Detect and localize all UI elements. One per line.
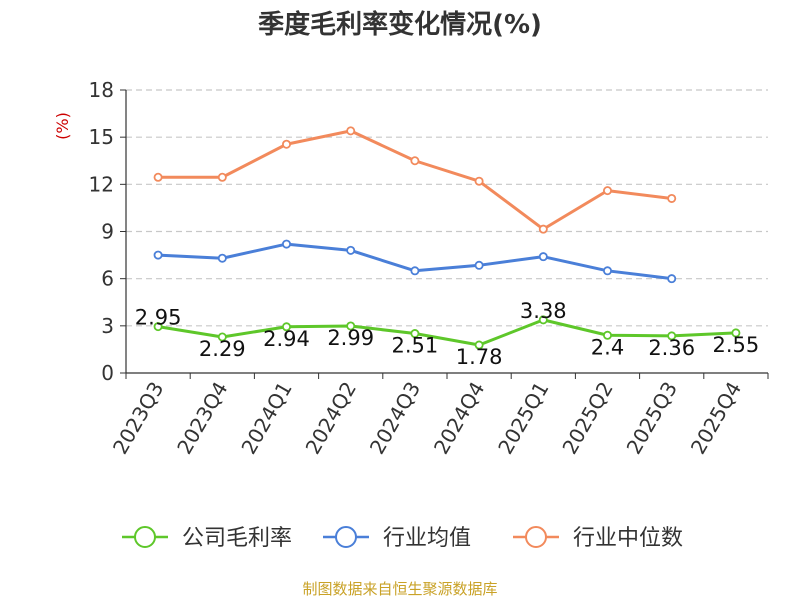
data-point bbox=[410, 156, 420, 166]
x-tick-label: 2024Q3 bbox=[365, 378, 425, 459]
series-line bbox=[158, 129, 672, 231]
data-label: 2.29 bbox=[199, 337, 246, 361]
data-label: 3.38 bbox=[520, 299, 567, 323]
grid bbox=[126, 89, 768, 327]
y-tick-label: 6 bbox=[101, 267, 114, 291]
y-tick-label: 9 bbox=[101, 220, 114, 244]
data-label: 2.4 bbox=[591, 335, 624, 359]
data-point bbox=[667, 331, 677, 341]
data-point bbox=[603, 266, 613, 276]
data-label: 2.95 bbox=[135, 306, 182, 330]
data-point bbox=[667, 193, 677, 203]
legend-label: 行业中位数 bbox=[573, 526, 683, 551]
y-tick-label: 18 bbox=[89, 78, 114, 102]
data-point bbox=[410, 329, 420, 339]
data-label: 2.55 bbox=[713, 333, 760, 357]
data-point bbox=[153, 172, 163, 182]
data-point bbox=[667, 274, 677, 284]
series-line bbox=[157, 318, 736, 347]
x-tick-label: 2025Q2 bbox=[557, 378, 617, 459]
legend-label: 行业均值 bbox=[383, 526, 471, 551]
y-axis-label: (%) bbox=[53, 112, 72, 140]
legend-label: 公司毛利率 bbox=[182, 526, 292, 551]
data-point bbox=[731, 328, 741, 338]
x-tick-label: 2025Q1 bbox=[493, 378, 553, 459]
chart-title: 季度毛利率变化情况(%) bbox=[258, 10, 542, 40]
data-label: 1.78 bbox=[456, 345, 503, 369]
data-point bbox=[281, 139, 291, 149]
data-point bbox=[217, 253, 227, 263]
data-point bbox=[474, 176, 484, 186]
data-label: 2.51 bbox=[392, 334, 439, 358]
data-point bbox=[281, 239, 291, 249]
y-tick-label: 15 bbox=[89, 125, 114, 149]
source-note: 制图数据来自恒生聚源数据库 bbox=[302, 580, 498, 598]
data-point bbox=[538, 224, 548, 234]
data-point bbox=[217, 172, 227, 182]
series bbox=[153, 126, 741, 350]
x-tick-label: 2024Q4 bbox=[429, 377, 489, 458]
x-tick-label: 2024Q2 bbox=[301, 378, 361, 459]
data-point bbox=[538, 315, 548, 325]
legend-marker bbox=[525, 526, 547, 548]
axes: 0 3 6 9 12 15 18 2023Q3 2023Q4 2024Q1 2024Q2 2024Q3… bbox=[89, 78, 769, 459]
legend-marker bbox=[335, 526, 357, 548]
x-tick-label: 2023Q4 bbox=[172, 378, 232, 459]
data-label: 2.99 bbox=[327, 326, 374, 350]
data-point bbox=[346, 245, 356, 255]
data-point bbox=[538, 252, 548, 262]
data-point bbox=[603, 186, 613, 196]
data-label: 2.94 bbox=[263, 327, 310, 351]
x-tick-label: 2025Q4 bbox=[686, 378, 746, 459]
y-tick-label: 0 bbox=[101, 361, 114, 385]
data-point bbox=[153, 322, 163, 332]
x-tick-label: 2025Q3 bbox=[622, 378, 682, 459]
y-tick-label: 12 bbox=[89, 172, 114, 196]
data-point bbox=[603, 330, 613, 340]
x-tick-label: 2023Q3 bbox=[108, 378, 168, 459]
data-point bbox=[217, 332, 227, 342]
data-point bbox=[474, 260, 484, 270]
legend: 公司毛利率 行业均值 行业中位数 bbox=[122, 526, 683, 551]
legend-marker bbox=[134, 526, 156, 548]
data-point bbox=[153, 250, 163, 260]
x-tick-label: 2024Q1 bbox=[236, 378, 296, 459]
data-point bbox=[346, 321, 356, 331]
data-label: 2.36 bbox=[648, 336, 695, 360]
data-point bbox=[410, 266, 420, 276]
y-tick-label: 3 bbox=[101, 314, 114, 338]
data-point bbox=[281, 322, 291, 332]
data-point bbox=[474, 340, 484, 350]
data-labels: 2.95 2.29 2.94 2.99 2.51 1.78 3.38 2.4 2.36 2.55 bbox=[135, 299, 760, 369]
data-point bbox=[346, 126, 356, 136]
